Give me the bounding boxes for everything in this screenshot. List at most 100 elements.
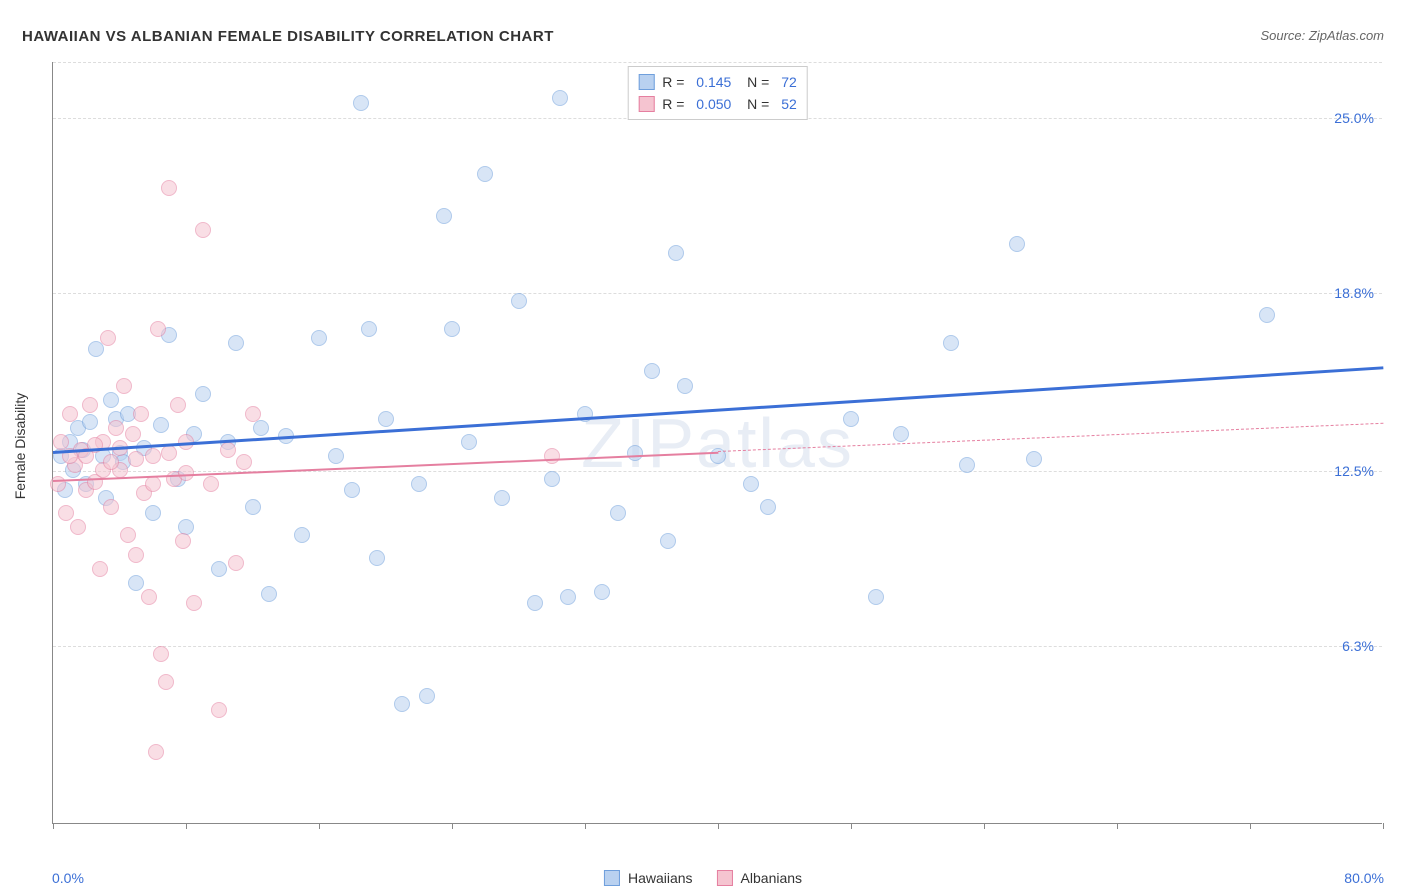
data-point: [1009, 236, 1025, 252]
data-point: [294, 527, 310, 543]
data-point: [195, 386, 211, 402]
data-point: [893, 426, 909, 442]
y-tick-label: 12.5%: [1334, 463, 1374, 479]
data-point: [436, 208, 452, 224]
x-axis-min-label: 0.0%: [52, 870, 84, 886]
data-point: [125, 426, 141, 442]
data-point: [943, 335, 959, 351]
data-point: [170, 397, 186, 413]
legend-row: R = 0.145 N = 72: [638, 71, 797, 93]
x-tick: [1250, 823, 1251, 829]
data-point: [150, 321, 166, 337]
data-point: [511, 293, 527, 309]
legend-n-label: N =: [739, 93, 773, 115]
data-point: [203, 476, 219, 492]
legend-row: R = 0.050 N = 52: [638, 93, 797, 115]
data-point: [153, 417, 169, 433]
data-point: [369, 550, 385, 566]
legend-item: Albanians: [717, 870, 803, 886]
gridline: [53, 646, 1382, 647]
data-point: [211, 561, 227, 577]
data-point: [868, 589, 884, 605]
legend-swatch: [717, 870, 733, 886]
legend-swatch: [638, 96, 654, 112]
scatter-chart: ZIPatlas R = 0.145 N = 72R = 0.050 N = 5…: [52, 62, 1382, 824]
legend-r-label: R =: [662, 93, 688, 115]
data-point: [644, 363, 660, 379]
data-point: [120, 527, 136, 543]
x-tick: [585, 823, 586, 829]
data-point: [145, 448, 161, 464]
trend-line: [718, 423, 1383, 452]
gridline: [53, 293, 1382, 294]
data-point: [108, 420, 124, 436]
gridline: [53, 62, 1382, 63]
data-point: [677, 378, 693, 394]
data-point: [82, 397, 98, 413]
data-point: [195, 222, 211, 238]
data-point: [344, 482, 360, 498]
data-point: [141, 589, 157, 605]
data-point: [743, 476, 759, 492]
data-point: [444, 321, 460, 337]
data-point: [103, 499, 119, 515]
data-point: [145, 505, 161, 521]
data-point: [148, 744, 164, 760]
data-point: [62, 406, 78, 422]
y-axis-label: Female Disability: [12, 393, 28, 500]
data-point: [82, 414, 98, 430]
data-point: [245, 406, 261, 422]
x-tick: [186, 823, 187, 829]
data-point: [158, 674, 174, 690]
data-point: [843, 411, 859, 427]
data-point: [228, 555, 244, 571]
data-point: [103, 392, 119, 408]
legend-r-label: R =: [662, 71, 688, 93]
data-point: [186, 595, 202, 611]
y-tick-label: 18.8%: [1334, 285, 1374, 301]
y-tick-label: 25.0%: [1334, 110, 1374, 126]
data-point: [70, 519, 86, 535]
data-point: [394, 696, 410, 712]
data-point: [220, 442, 236, 458]
legend-swatch: [638, 74, 654, 90]
chart-title: HAWAIIAN VS ALBANIAN FEMALE DISABILITY C…: [22, 28, 554, 45]
x-tick: [1117, 823, 1118, 829]
data-point: [116, 378, 132, 394]
x-axis-max-label: 80.0%: [1344, 870, 1384, 886]
data-point: [128, 547, 144, 563]
legend-label: Albanians: [741, 870, 803, 886]
y-tick-label: 6.3%: [1342, 638, 1374, 654]
data-point: [92, 561, 108, 577]
data-point: [58, 505, 74, 521]
data-point: [153, 646, 169, 662]
data-point: [353, 95, 369, 111]
data-point: [660, 533, 676, 549]
x-tick: [1383, 823, 1384, 829]
legend-r-value: 0.050: [696, 93, 731, 115]
legend-correlation: R = 0.145 N = 72R = 0.050 N = 52: [627, 66, 808, 120]
source-attribution: Source: ZipAtlas.com: [1260, 28, 1384, 43]
data-point: [1026, 451, 1042, 467]
x-tick: [319, 823, 320, 829]
x-tick: [452, 823, 453, 829]
data-point: [228, 335, 244, 351]
data-point: [544, 448, 560, 464]
data-point: [627, 445, 643, 461]
legend-r-value: 0.145: [696, 71, 731, 93]
data-point: [175, 533, 191, 549]
data-point: [411, 476, 427, 492]
data-point: [419, 688, 435, 704]
x-tick: [53, 823, 54, 829]
data-point: [211, 702, 227, 718]
data-point: [311, 330, 327, 346]
legend-n-value: 52: [781, 93, 797, 115]
legend-series: Hawaiians Albanians: [604, 870, 802, 886]
data-point: [178, 465, 194, 481]
x-tick: [851, 823, 852, 829]
legend-swatch: [604, 870, 620, 886]
data-point: [477, 166, 493, 182]
data-point: [128, 451, 144, 467]
legend-label: Hawaiians: [628, 870, 693, 886]
x-tick: [984, 823, 985, 829]
